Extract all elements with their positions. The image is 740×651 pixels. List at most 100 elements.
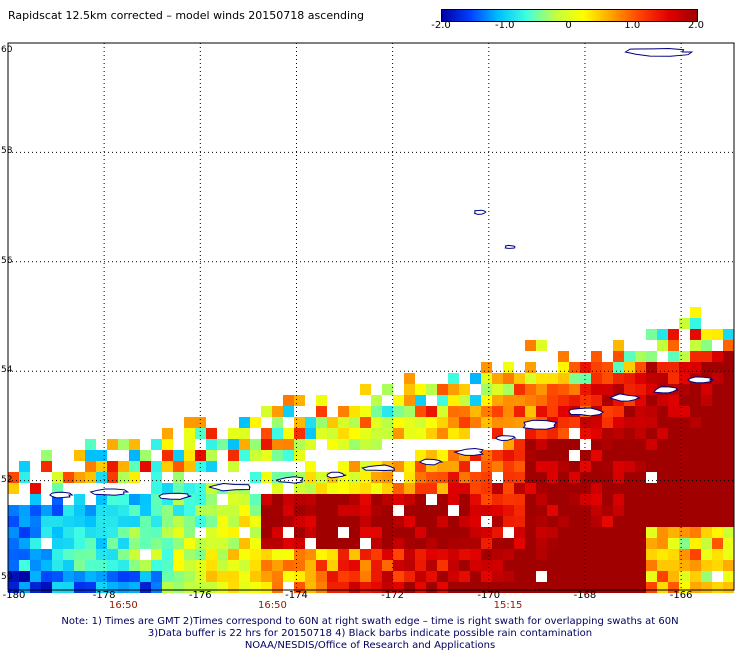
wind-cell (393, 560, 404, 571)
wind-cell (140, 571, 151, 582)
wind-cell (250, 527, 261, 538)
wind-cell (624, 560, 635, 571)
wind-cell (657, 527, 668, 538)
wind-cell (426, 483, 437, 494)
wind-cell (723, 549, 734, 560)
wind-cell (294, 395, 305, 406)
wind-cell (217, 582, 228, 593)
wind-cell (129, 505, 140, 516)
wind-cell (536, 428, 547, 439)
wind-cell (393, 395, 404, 406)
wind-cell (349, 538, 360, 549)
wind-cell (701, 461, 712, 472)
wind-cell (569, 571, 580, 582)
wind-cell (514, 494, 525, 505)
wind-cell (140, 560, 151, 571)
wind-cell (492, 516, 503, 527)
wind-cell (349, 571, 360, 582)
wind-cell (679, 417, 690, 428)
wind-cell (591, 483, 602, 494)
wind-cell (30, 571, 41, 582)
island-coastline (418, 458, 444, 466)
wind-cell (668, 351, 679, 362)
wind-cell (272, 516, 283, 527)
wind-cell (525, 516, 536, 527)
wind-cell (723, 527, 734, 538)
wind-cell (349, 439, 360, 450)
wind-cell (701, 560, 712, 571)
wind-cell (294, 582, 305, 593)
wind-cell (437, 472, 448, 483)
wind-cell (646, 329, 657, 340)
wind-cell (206, 516, 217, 527)
wind-cell (602, 483, 613, 494)
wind-cell (404, 384, 415, 395)
wind-cell (96, 549, 107, 560)
wind-cell (349, 417, 360, 428)
wind-cell (437, 560, 448, 571)
wind-cell (558, 428, 569, 439)
wind-cell (63, 516, 74, 527)
wind-cell (723, 395, 734, 406)
wind-cell (613, 516, 624, 527)
wind-cell (712, 461, 723, 472)
wind-cell (580, 549, 591, 560)
wind-cell (635, 494, 646, 505)
wind-cell (602, 384, 613, 395)
wind-cell (635, 395, 646, 406)
wind-cell (668, 450, 679, 461)
wind-cell (140, 527, 151, 538)
wind-cell (19, 461, 30, 472)
wind-cell (283, 505, 294, 516)
wind-cell (613, 439, 624, 450)
map-title: Rapidscat 12.5km corrected – model winds… (8, 9, 365, 22)
island-coastline (89, 488, 130, 496)
wind-cell (239, 450, 250, 461)
wind-cell (712, 428, 723, 439)
wind-cell (569, 538, 580, 549)
wind-cell (19, 516, 30, 527)
wind-cell (679, 516, 690, 527)
wind-cell (525, 549, 536, 560)
wind-cell (338, 439, 349, 450)
wind-cell (272, 439, 283, 450)
wind-cell (85, 516, 96, 527)
wind-cell (151, 461, 162, 472)
wind-cell (712, 439, 723, 450)
wind-cell (107, 472, 118, 483)
wind-cell (184, 483, 195, 494)
wind-cell (184, 439, 195, 450)
wind-cell (85, 549, 96, 560)
wind-cell (635, 571, 646, 582)
wind-cell (679, 318, 690, 329)
wind-cell (712, 494, 723, 505)
island-coastline (275, 476, 304, 484)
wind-cell (151, 527, 162, 538)
wind-cell (514, 406, 525, 417)
note-line-2: 3)Data buffer is 22 hrs for 20150718 4) … (147, 628, 593, 639)
wind-cell (107, 538, 118, 549)
wind-cell (558, 461, 569, 472)
longitude-label: -166 (669, 590, 693, 601)
wind-cell (415, 505, 426, 516)
wind-cell (602, 505, 613, 516)
wind-cell (316, 483, 327, 494)
wind-cell (668, 329, 679, 340)
wind-cell (272, 428, 283, 439)
wind-cell (558, 450, 569, 461)
wind-cell (327, 516, 338, 527)
wind-cell (426, 417, 437, 428)
wind-cell (63, 582, 74, 593)
wind-cell (8, 516, 19, 527)
wind-cell (217, 505, 228, 516)
wind-cell (723, 571, 734, 582)
wind-cell (635, 483, 646, 494)
wind-cell (558, 538, 569, 549)
wind-cell (294, 527, 305, 538)
wind-cell (470, 417, 481, 428)
wind-cell (294, 483, 305, 494)
wind-cell (690, 439, 701, 450)
wind-cell (470, 406, 481, 417)
wind-cell (536, 527, 547, 538)
wind-cell (470, 582, 481, 593)
